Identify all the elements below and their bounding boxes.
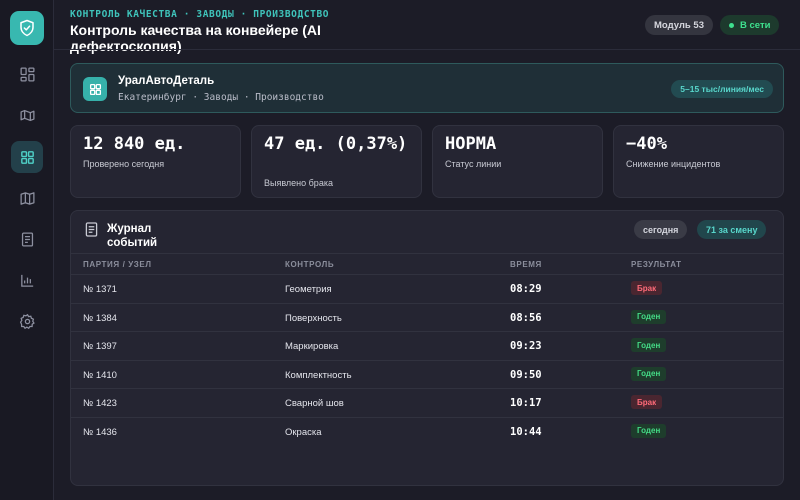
document-icon xyxy=(85,222,98,237)
stat-label: Выявлено брака xyxy=(264,178,333,188)
grid-icon xyxy=(19,66,35,82)
result-badge: Годен xyxy=(631,338,667,352)
batch-cell: № 1384 xyxy=(83,312,117,324)
result-badge: Годен xyxy=(631,423,667,438)
control-cell: Комплектность xyxy=(285,369,352,381)
organization-name: УралАвтоДеталь xyxy=(118,75,215,87)
table-row[interactable]: № 1371 Геометрия 08:29 Брак xyxy=(71,274,783,302)
map-icon xyxy=(19,191,35,205)
batch-cell: № 1436 xyxy=(83,426,117,438)
time-cell: 10:17 xyxy=(510,397,542,409)
table-header: ПАРТИЯ / УЗЕЛ КОНТРОЛЬ ВРЕМЯ РЕЗУЛЬТАТ xyxy=(71,253,783,273)
table-row[interactable]: № 1397 Маркировка 09:23 Годен xyxy=(71,331,783,359)
stat-card-checked: 12 840 ед. Проверено сегодня xyxy=(70,125,241,198)
stat-value: 12 840 ед. xyxy=(83,134,186,154)
stat-value: НОРМА xyxy=(445,134,497,154)
online-status-label: В сети xyxy=(740,19,771,31)
organization-card: УралАвтоДеталь Екатеринбург · Заводы · П… xyxy=(70,63,784,113)
shift-count-chip[interactable]: 71 за смену xyxy=(697,220,767,239)
sidebar-item-reports[interactable] xyxy=(11,223,43,255)
organization-icon xyxy=(83,77,107,101)
sidebar xyxy=(0,0,54,500)
time-cell: 09:23 xyxy=(510,340,542,352)
squares-icon xyxy=(20,150,34,164)
time-cell: 10:44 xyxy=(510,425,542,438)
control-cell: Геометрия xyxy=(285,284,332,295)
result-badge: Годен xyxy=(631,366,667,381)
control-cell: Сварной шов xyxy=(285,398,344,409)
header-divider xyxy=(54,49,800,50)
result-badge: Годен xyxy=(631,309,667,324)
squares-icon xyxy=(89,83,101,95)
document-icon xyxy=(21,231,33,247)
stat-value: 47 ед. (0,37%) xyxy=(264,134,408,154)
gear-icon xyxy=(19,313,35,329)
breadcrumb: КОНТРОЛЬ КАЧЕСТВА · ЗАВОДЫ · ПРОИЗВОДСТВ… xyxy=(70,9,330,20)
bar-chart-icon xyxy=(20,274,33,287)
stat-label: Статус линии xyxy=(445,159,502,169)
column-header-batch[interactable]: ПАРТИЯ / УЗЕЛ xyxy=(83,260,152,269)
sidebar-item-map[interactable] xyxy=(11,182,43,214)
filter-today-chip[interactable]: сегодня xyxy=(634,220,688,239)
sidebar-item-routes[interactable] xyxy=(11,99,43,131)
control-cell: Поверхность xyxy=(285,312,342,324)
module-badge: Модуль 53 xyxy=(645,15,713,35)
app-logo[interactable] xyxy=(10,11,44,45)
sidebar-item-modules[interactable] xyxy=(11,141,43,173)
time-cell: 08:56 xyxy=(510,311,542,324)
shield-check-icon xyxy=(20,19,34,37)
sidebar-item-dashboard[interactable] xyxy=(11,58,43,90)
batch-cell: № 1423 xyxy=(83,398,117,409)
column-header-control[interactable]: КОНТРОЛЬ xyxy=(285,260,335,269)
batch-cell: № 1410 xyxy=(83,369,117,381)
table-row[interactable]: № 1436 Окраска 10:44 Годен xyxy=(71,416,783,445)
column-header-time[interactable]: ВРЕМЯ xyxy=(510,260,542,269)
table-row[interactable]: № 1423 Сварной шов 10:17 Брак xyxy=(71,388,783,416)
stat-label: Проверено сегодня xyxy=(83,159,165,169)
column-header-result[interactable]: РЕЗУЛЬТАТ xyxy=(631,260,682,269)
stat-card-defects: 47 ед. (0,37%) Выявлено брака xyxy=(251,125,422,198)
stat-value: −40% xyxy=(626,134,667,154)
table-row[interactable]: № 1410 Комплектность 09:50 Годен xyxy=(71,359,783,388)
map-fold-icon xyxy=(19,109,35,121)
control-cell: Окраска xyxy=(285,426,322,438)
stat-card-incidents: −40% Снижение инцидентов xyxy=(613,125,784,198)
pricing-badge: 5–15 тыс/линия/мес xyxy=(671,80,773,98)
result-badge: Брак xyxy=(631,395,663,409)
stat-card-line-status: НОРМА Статус линии xyxy=(432,125,603,198)
result-badge: Брак xyxy=(631,281,663,295)
batch-cell: № 1371 xyxy=(83,284,117,295)
status-dot-icon xyxy=(729,22,734,28)
sidebar-item-settings[interactable] xyxy=(11,305,43,337)
organization-subtitle: Екатеринбург · Заводы · Производство xyxy=(118,92,324,103)
table-row[interactable]: № 1384 Поверхность 08:56 Годен xyxy=(71,302,783,331)
event-journal: Журнал событий сегодня 71 за смену ПАРТИ… xyxy=(70,210,784,486)
stat-label: Снижение инцидентов xyxy=(626,159,721,169)
online-status-badge: В сети xyxy=(720,15,780,35)
page-title: Контроль качества на конвейере (AI дефек… xyxy=(70,22,321,54)
time-cell: 09:50 xyxy=(510,368,542,381)
batch-cell: № 1397 xyxy=(83,341,117,352)
sidebar-item-analytics[interactable] xyxy=(11,264,43,296)
control-cell: Маркировка xyxy=(285,341,339,352)
time-cell: 08:29 xyxy=(510,283,542,295)
journal-title: Журнал событий xyxy=(107,223,158,249)
